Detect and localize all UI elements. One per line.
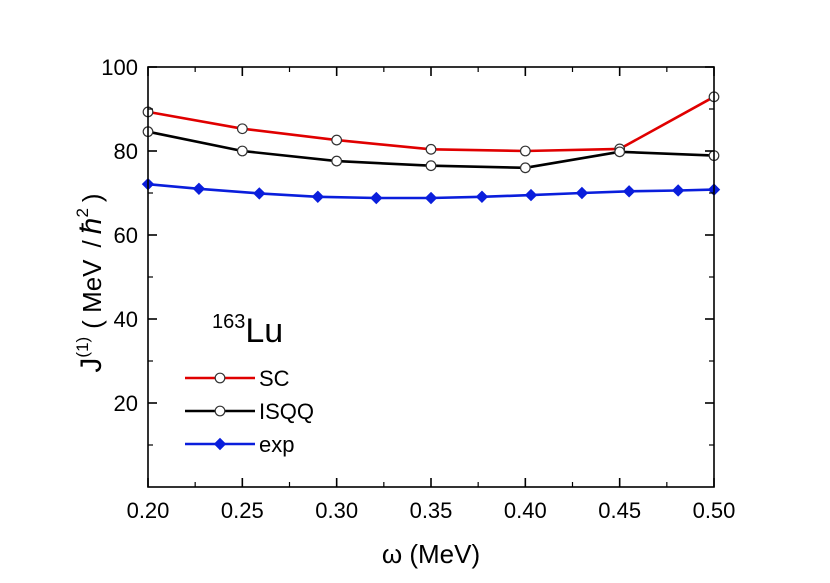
- x-axis-title: ω (MeV): [382, 539, 480, 569]
- data-point: [253, 187, 266, 200]
- data-point: [192, 182, 206, 196]
- legend-marker: [214, 405, 226, 417]
- y-axis-title-power: 2: [73, 208, 92, 217]
- x-tick-label: 0.30: [315, 498, 358, 523]
- y-axis-title-symbol: J: [75, 358, 108, 373]
- data-point: [614, 146, 626, 158]
- nucleus-label: 163Lu: [212, 311, 283, 350]
- legend-item: ISQQ: [185, 399, 314, 424]
- y-axis-title: J(1) ( MeV / ħ2): [73, 193, 108, 372]
- plot-frame: [147, 66, 715, 488]
- series-line-sc: [147, 95, 715, 153]
- data-point: [424, 191, 438, 205]
- y-axis-title-hbar: ħ: [75, 218, 108, 235]
- series-line-exp: [147, 182, 715, 200]
- y-tick-label: 80: [114, 139, 138, 164]
- x-tick-label: 0.50: [693, 498, 736, 523]
- data-point: [236, 123, 248, 135]
- plot-area: [141, 91, 721, 205]
- data-point: [331, 134, 343, 146]
- x-tick-label: 0.35: [410, 498, 453, 523]
- legend: SC ISQQ exp: [185, 366, 314, 457]
- y-axis-title-units-open: ( MeV: [77, 259, 107, 329]
- y-axis-title-superscript: (1): [73, 337, 92, 358]
- data-point: [671, 184, 685, 197]
- y-tick-label: 60: [114, 223, 138, 248]
- legend-label: ISQQ: [259, 399, 314, 424]
- data-point: [475, 190, 489, 203]
- legend-marker: [214, 372, 226, 384]
- legend-label: SC: [259, 366, 290, 391]
- data-point: [311, 190, 325, 203]
- axes: 0.20 0.25 0.30 0.35 0.40 0.45 0.50 20 40 60 80 100: [101, 55, 735, 523]
- data-point: [370, 191, 383, 205]
- data-point: [622, 185, 636, 198]
- x-tick-label: 0.25: [221, 498, 264, 523]
- data-point: [425, 160, 437, 172]
- y-axis-title-units-close: ): [77, 193, 107, 202]
- data-point: [425, 143, 437, 155]
- data-point: [575, 186, 589, 200]
- legend-label: exp: [259, 432, 294, 457]
- nucleus-element: Lu: [245, 312, 283, 350]
- nucleus-mass-number: 163: [212, 311, 245, 333]
- x-tick-label: 0.45: [598, 498, 641, 523]
- y-tick-label: 40: [114, 307, 138, 332]
- series-sc: [142, 91, 720, 157]
- y-axis-title-slash: /: [77, 239, 107, 247]
- y-tick-label: 100: [101, 55, 138, 80]
- legend-marker: [213, 437, 227, 451]
- legend-item: exp: [185, 432, 294, 457]
- data-point: [524, 188, 538, 202]
- series-exp: [141, 177, 721, 205]
- data-point: [519, 145, 531, 157]
- x-tick-label: 0.40: [504, 498, 547, 523]
- y-tick-label: 20: [114, 391, 138, 416]
- legend-item: SC: [185, 366, 290, 391]
- data-point: [331, 155, 343, 167]
- data-point: [236, 145, 248, 157]
- data-point: [519, 162, 531, 174]
- x-tick-label: 0.20: [127, 498, 170, 523]
